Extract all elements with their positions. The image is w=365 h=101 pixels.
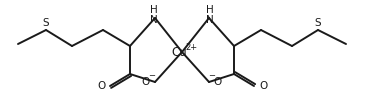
Text: −: − — [149, 72, 155, 80]
Text: S: S — [43, 18, 49, 28]
Text: O: O — [97, 81, 105, 91]
Text: H: H — [150, 5, 158, 15]
Text: S: S — [315, 18, 321, 28]
Text: O: O — [259, 81, 267, 91]
Text: N: N — [206, 15, 214, 25]
Text: 2+: 2+ — [185, 43, 197, 52]
Text: O: O — [214, 77, 222, 87]
Text: O: O — [142, 77, 150, 87]
Text: N: N — [150, 15, 158, 25]
Text: −: − — [208, 72, 215, 80]
Text: H: H — [206, 5, 214, 15]
Text: Cu: Cu — [171, 45, 187, 58]
